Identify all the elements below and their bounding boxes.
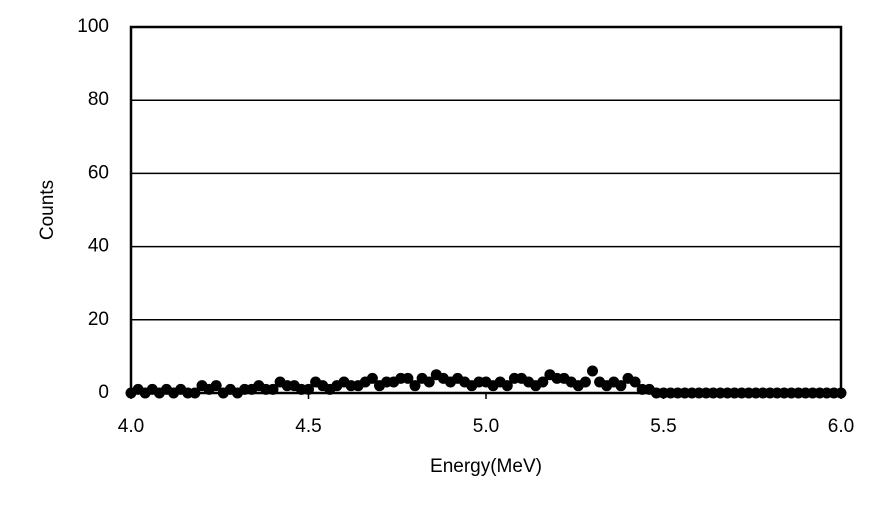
data-point (615, 380, 627, 392)
data-point (629, 376, 641, 388)
y-tick-label: 0 (98, 382, 109, 403)
data-point (303, 383, 314, 395)
x-tick-label: 6.0 (828, 416, 854, 437)
x-axis-title: Energy(MeV) (430, 456, 542, 477)
x-tick-label: 4.5 (295, 416, 321, 437)
y-tick-label: 80 (88, 89, 109, 110)
y-axis-title: Counts (37, 180, 58, 240)
data-point (587, 365, 598, 377)
y-tick-label: 100 (77, 16, 109, 37)
data-point (366, 372, 378, 384)
data-point (409, 380, 421, 392)
data-point (423, 376, 435, 388)
x-tick-label: 4.0 (118, 416, 144, 437)
plot-frame (129, 25, 843, 395)
y-tick-label: 60 (88, 162, 109, 183)
data-point (835, 387, 847, 399)
x-tick-label: 5.0 (473, 416, 499, 437)
data-point (501, 380, 513, 392)
data-point (537, 376, 549, 388)
y-tick-label: 40 (88, 236, 109, 257)
data-point (210, 380, 222, 392)
data-point (579, 376, 591, 388)
y-tick-label: 20 (88, 309, 109, 330)
data-point (402, 372, 414, 384)
data-point (267, 383, 279, 395)
x-tick-label: 5.5 (650, 416, 676, 437)
data-point (189, 387, 201, 399)
